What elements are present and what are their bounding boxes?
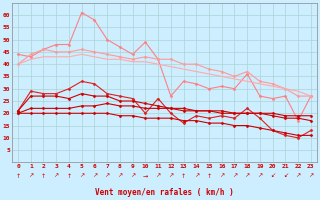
X-axis label: Vent moyen/en rafales ( km/h ): Vent moyen/en rafales ( km/h ) <box>95 188 234 197</box>
